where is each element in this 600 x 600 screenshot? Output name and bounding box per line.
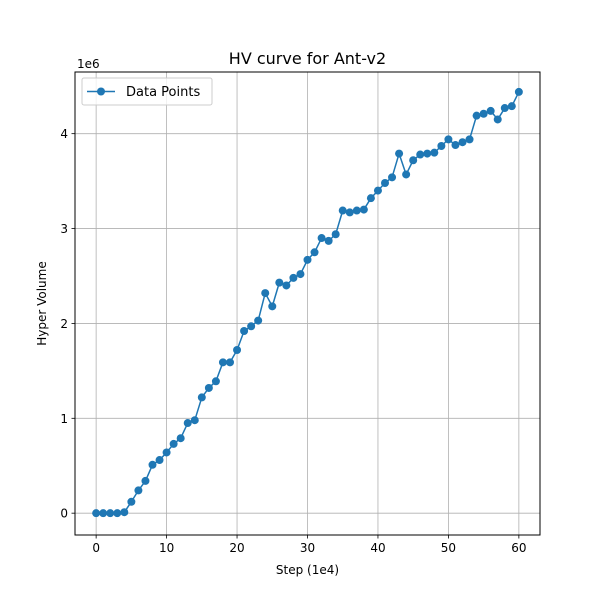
data-point: [310, 248, 319, 257]
data-point: [493, 115, 502, 124]
data-point: [324, 236, 333, 245]
x-tick-label: 20: [229, 541, 244, 555]
data-point: [120, 508, 129, 517]
data-point: [430, 148, 439, 157]
data-point: [183, 419, 192, 428]
data-point: [169, 439, 178, 448]
x-tick-label: 0: [92, 541, 100, 555]
data-point: [296, 270, 305, 279]
x-tick-label: 40: [370, 541, 385, 555]
data-point: [479, 109, 488, 118]
data-point: [226, 358, 234, 367]
tick-layer: 0 10 20 30 40 50 60 0 1 2 3 4: [60, 127, 526, 555]
data-point: [486, 106, 495, 115]
data-point: [416, 150, 425, 159]
data-point: [92, 509, 101, 518]
data-point: [381, 179, 389, 188]
x-tick-label: 60: [511, 541, 526, 555]
legend-point-marker: [97, 87, 105, 96]
y-tick-label: 4: [60, 127, 68, 141]
data-point: [254, 316, 263, 325]
data-point: [444, 135, 453, 144]
x-tick-label: 10: [159, 541, 174, 555]
data-point: [423, 149, 432, 158]
data-point: [500, 104, 509, 113]
x-tick-label: 30: [300, 541, 315, 555]
data-point: [134, 486, 143, 495]
data-point: [359, 205, 368, 214]
y-tick-label: 1: [60, 412, 68, 426]
y-tick-label: 3: [60, 222, 68, 236]
legend-box: [81, 77, 213, 106]
data-point: [465, 135, 474, 144]
data-point: [303, 255, 312, 264]
x-axis-label: Step (1e4): [276, 563, 339, 577]
data-point: [451, 141, 460, 150]
data-point: [261, 289, 270, 298]
data-point: [190, 416, 199, 425]
data-point: [99, 509, 108, 518]
data-point: [507, 102, 516, 111]
grid-layer: [75, 72, 540, 535]
data-point: [233, 345, 242, 354]
data-point: [395, 149, 404, 158]
data-point: [106, 509, 115, 518]
data-point: [268, 302, 277, 311]
data-point: [240, 327, 249, 336]
data-point: [366, 194, 375, 203]
data-point: [176, 434, 185, 443]
data-point: [197, 393, 206, 402]
data-point: [218, 358, 227, 367]
y-tick-label: 2: [60, 317, 68, 331]
data-point: [458, 138, 467, 147]
data-point: [247, 322, 256, 331]
data-point: [148, 460, 157, 469]
y-tick-label: 0: [60, 507, 68, 521]
data-point: [317, 234, 326, 243]
legend-label: Data Points: [126, 85, 200, 100]
legend: Data Points: [81, 77, 213, 106]
data-point: [204, 383, 213, 392]
data-point: [162, 448, 171, 457]
data-point: [514, 87, 523, 96]
chart-title: HV curve for Ant-v2: [229, 49, 386, 68]
data-point: [472, 111, 481, 120]
data-point: [352, 206, 361, 215]
y-axis-label: Hyper Volume: [35, 261, 49, 346]
data-point: [409, 156, 418, 165]
data-point: [402, 170, 411, 179]
data-point: [373, 186, 382, 195]
data-point: [331, 230, 340, 239]
data-point: [437, 142, 446, 151]
data-point: [211, 377, 220, 386]
data-point: [345, 208, 354, 217]
data-point: [275, 278, 284, 287]
data-point: [113, 509, 122, 518]
series-layer: [92, 87, 523, 518]
y-axis-offset-label: 1e6: [77, 57, 100, 71]
data-point: [141, 476, 150, 485]
data-point: [388, 173, 397, 182]
x-tick-label: 50: [441, 541, 456, 555]
data-point: [338, 206, 347, 215]
data-point: [282, 281, 291, 290]
data-point: [127, 497, 136, 506]
data-point: [155, 456, 164, 465]
data-point: [289, 273, 298, 282]
